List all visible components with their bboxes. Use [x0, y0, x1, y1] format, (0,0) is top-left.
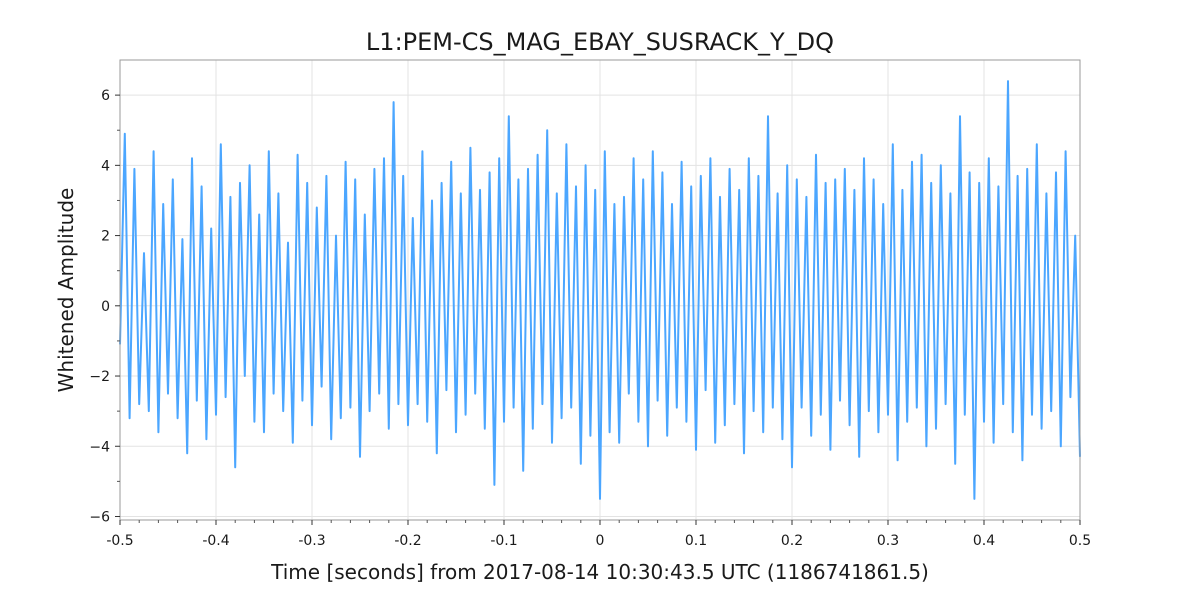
- x-tick-label: 0.1: [685, 533, 707, 549]
- y-tick-label: −2: [89, 369, 110, 385]
- y-tick-label: 2: [101, 229, 110, 245]
- y-tick-label: 4: [101, 158, 110, 174]
- plot-series-layer: [119, 80, 1081, 500]
- y-tick-label: 0: [101, 299, 110, 315]
- x-tick-label: 0.5: [1069, 533, 1091, 549]
- x-tick-label: -0.2: [394, 533, 421, 549]
- x-axis-ticks: -0.5 -0.4 -0.3 -0.2 -0.1 0 0.1 0.2 0.3 0.4 0.5: [106, 520, 1091, 549]
- y-tick-label: −6: [89, 509, 110, 525]
- x-tick-label: -0.5: [106, 533, 133, 549]
- x-tick-label: -0.3: [298, 533, 325, 549]
- x-axis-label: Time [seconds] from 2017-08-14 10:30:43.…: [270, 560, 929, 584]
- x-tick-label: -0.1: [490, 533, 517, 549]
- y-axis-ticks: −6 −4 −2 0 2 4 6: [89, 88, 120, 525]
- y-tick-label: 6: [101, 88, 110, 104]
- x-tick-label: 0.3: [877, 533, 899, 549]
- y-tick-label: −4: [89, 439, 110, 455]
- y-axis-label: Whitened Amplitude: [54, 188, 78, 393]
- chart-title: L1:PEM-CS_MAG_EBAY_SUSRACK_Y_DQ: [366, 28, 834, 56]
- x-tick-label: 0.2: [781, 533, 803, 549]
- series-line: [119, 80, 1081, 500]
- x-tick-label: 0.4: [973, 533, 995, 549]
- x-tick-label: 0: [596, 533, 605, 549]
- x-tick-label: -0.4: [202, 533, 229, 549]
